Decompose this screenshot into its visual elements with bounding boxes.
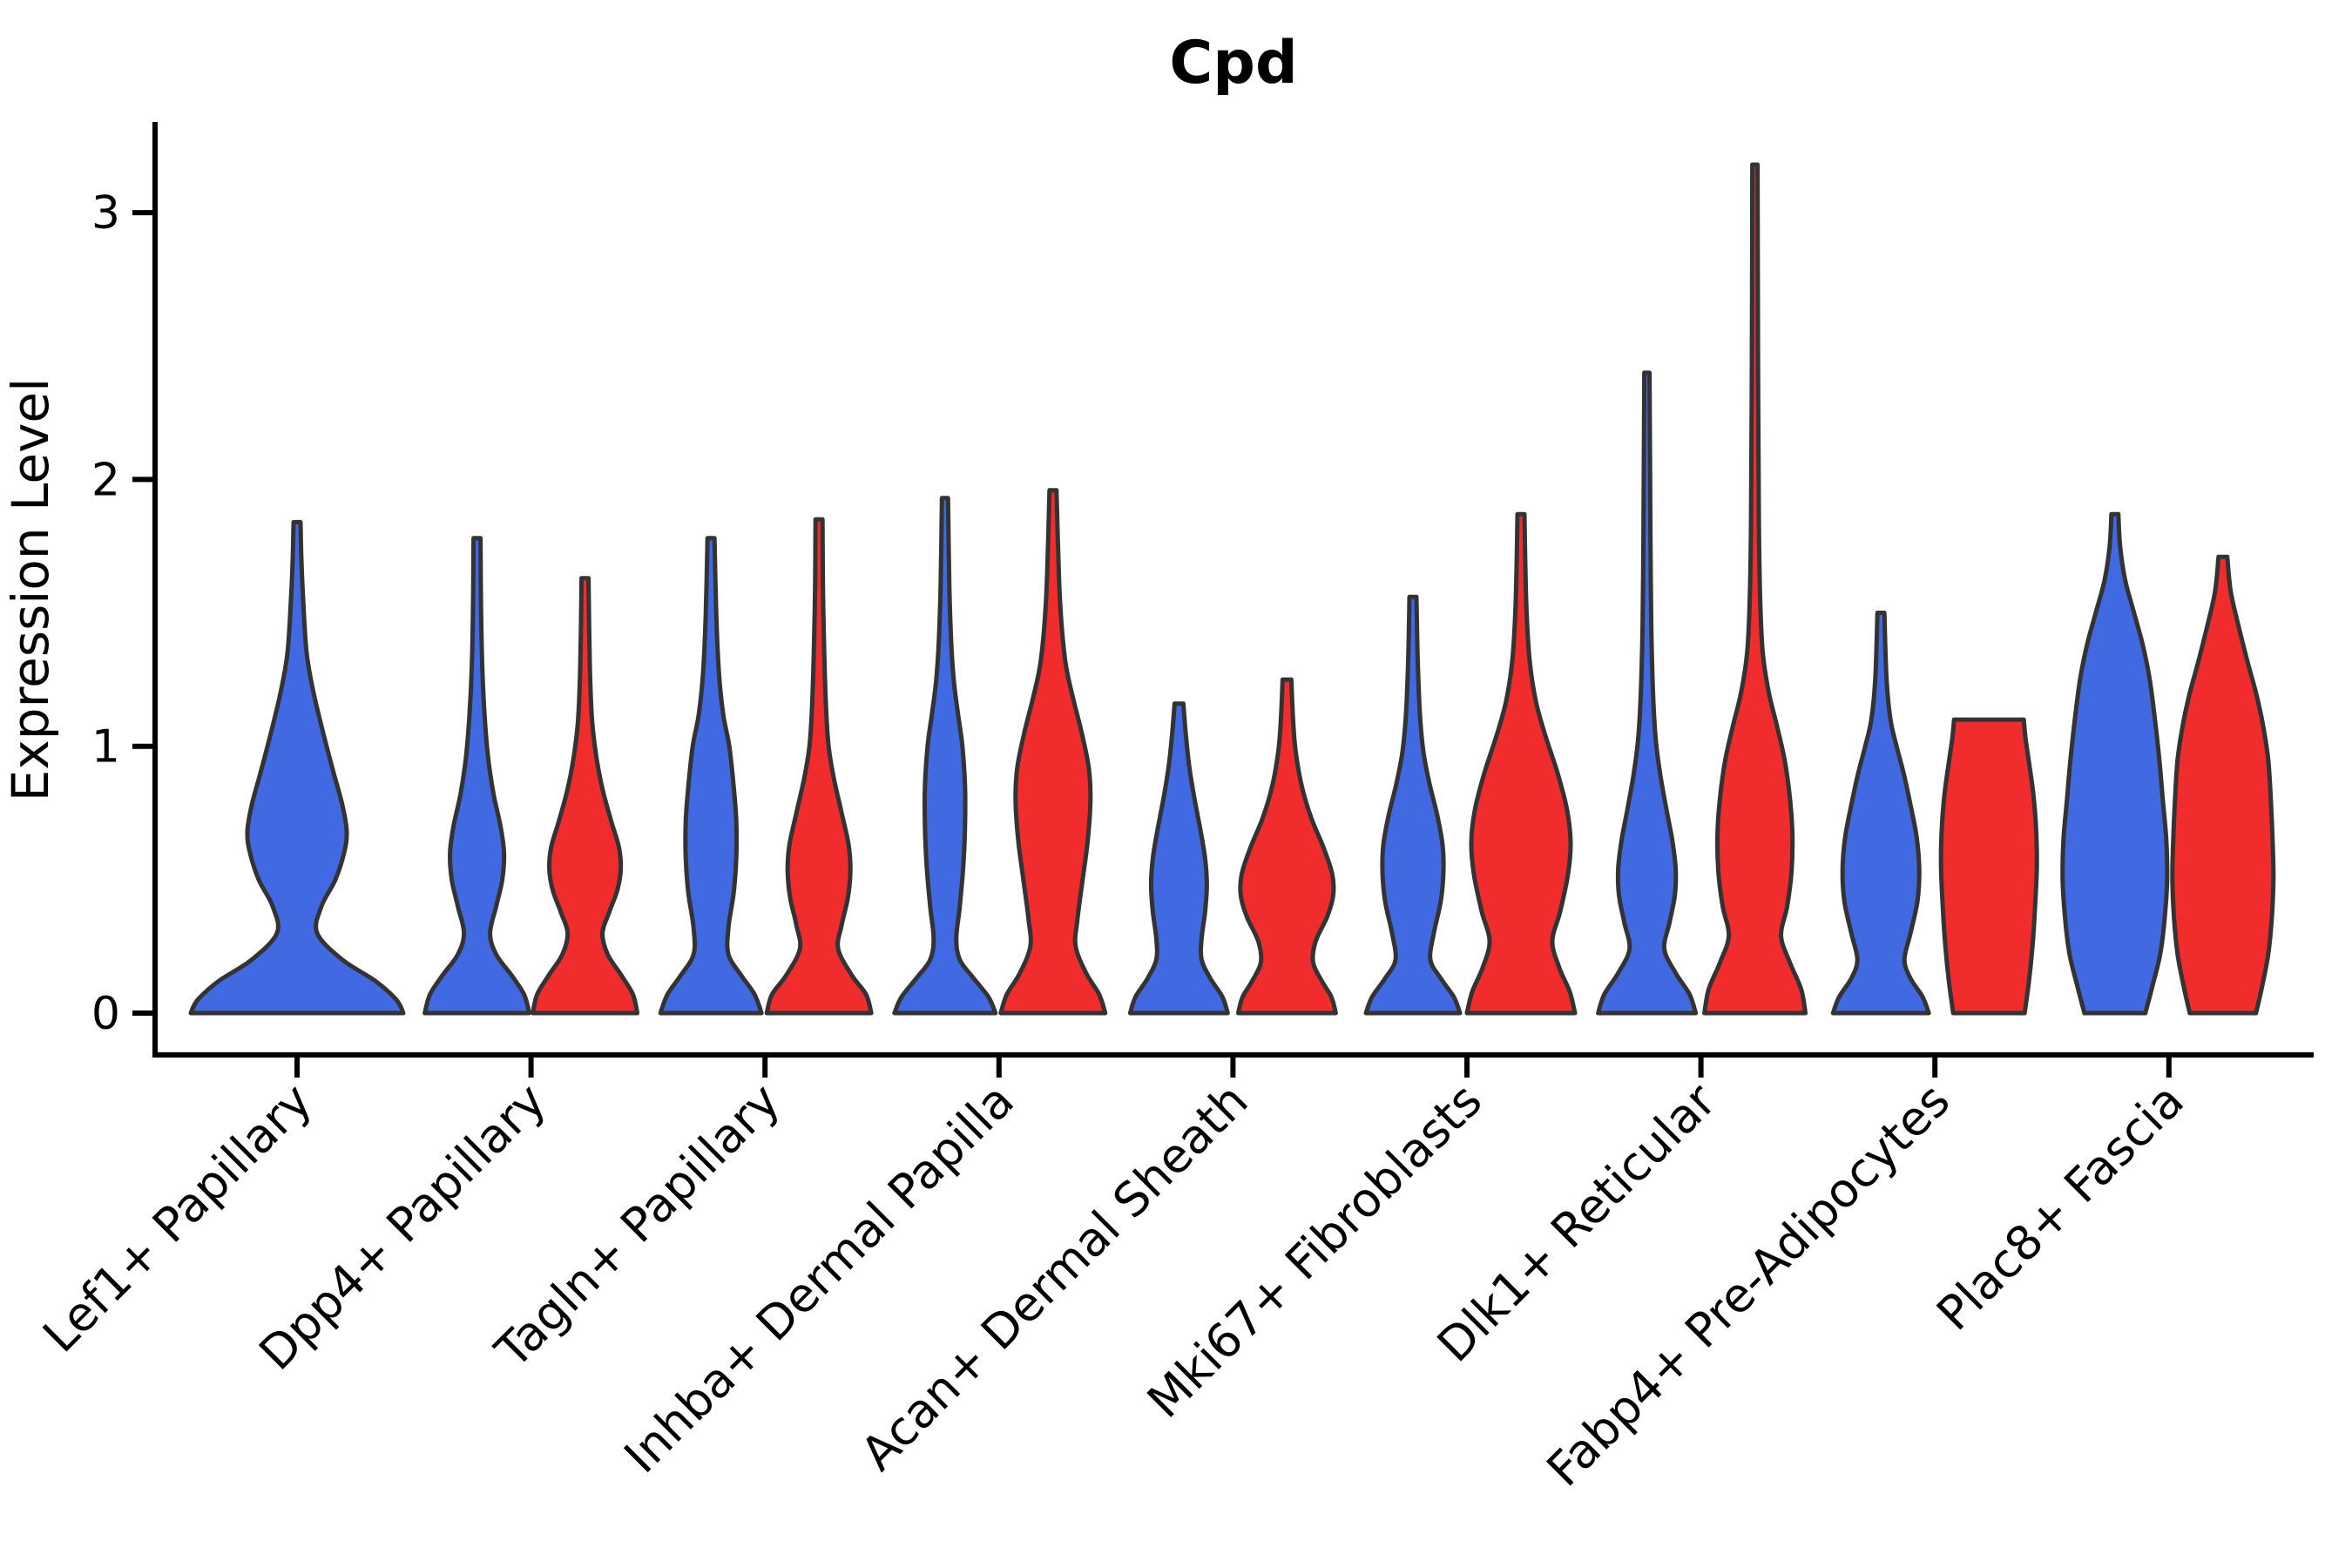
violin-group-blue-cat1	[422, 536, 532, 1016]
violin-group-red-cat6	[1702, 162, 1808, 1016]
violin-group-red-cat2	[764, 517, 874, 1016]
violin-group-blue-cat0	[188, 519, 406, 1016]
violin-group-red-cat1	[531, 576, 640, 1016]
violin-group-red-cat3	[998, 488, 1108, 1016]
y-axis-label: Expression Level	[1, 378, 60, 801]
y-tick-label: 1	[91, 721, 120, 774]
x-tick-label: Fabp4+ Pre-Adipocytes	[1537, 1073, 1961, 1497]
x-tick-label: Inhba+ Dermal Papilla	[614, 1073, 1024, 1484]
chart-title: Cpd	[1169, 29, 1297, 98]
violin-group-blue-cat6	[1596, 370, 1699, 1016]
violin-group-blue-cat5	[1363, 594, 1463, 1016]
violin-group-blue-cat2	[658, 536, 764, 1016]
violin-group-blue-cat8	[2060, 511, 2170, 1016]
y-tick-label: 3	[91, 187, 120, 240]
violin-group-blue-cat7	[1830, 611, 1931, 1016]
x-tick-label: Acan+ Dermal Sheath	[850, 1073, 1258, 1481]
y-tick-label: 2	[91, 454, 120, 506]
violin-group-red-cat5	[1464, 511, 1578, 1016]
violin-group-red-cat7	[1938, 717, 2039, 1016]
violin-group-blue-cat3	[892, 496, 998, 1016]
violins-layer	[188, 162, 2276, 1016]
violin-group-red-cat8	[2170, 554, 2276, 1016]
y-tick-label: 0	[91, 988, 120, 1040]
violin-group-red-cat4	[1235, 677, 1338, 1016]
x-tick-label: Plac8+ Fascia	[1926, 1073, 2194, 1342]
violin-group-blue-cat4	[1127, 701, 1230, 1016]
